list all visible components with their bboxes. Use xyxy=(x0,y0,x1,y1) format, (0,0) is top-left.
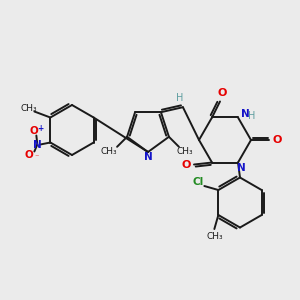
Text: O: O xyxy=(272,135,282,145)
Text: H: H xyxy=(176,93,184,103)
Text: O: O xyxy=(217,88,227,98)
Text: CH₃: CH₃ xyxy=(206,232,223,241)
Text: O: O xyxy=(30,127,39,136)
Text: N: N xyxy=(241,110,249,119)
Text: N: N xyxy=(237,163,245,172)
Text: H: H xyxy=(248,112,256,122)
Text: N: N xyxy=(33,140,42,149)
Text: CH₃: CH₃ xyxy=(20,104,37,113)
Text: Cl: Cl xyxy=(193,177,204,187)
Text: +: + xyxy=(37,124,44,133)
Text: CH₃: CH₃ xyxy=(177,147,193,156)
Text: O: O xyxy=(181,160,191,170)
Text: ⁻: ⁻ xyxy=(34,152,38,161)
Text: O: O xyxy=(25,151,34,160)
Text: CH₃: CH₃ xyxy=(101,147,117,156)
Text: N: N xyxy=(144,152,152,162)
